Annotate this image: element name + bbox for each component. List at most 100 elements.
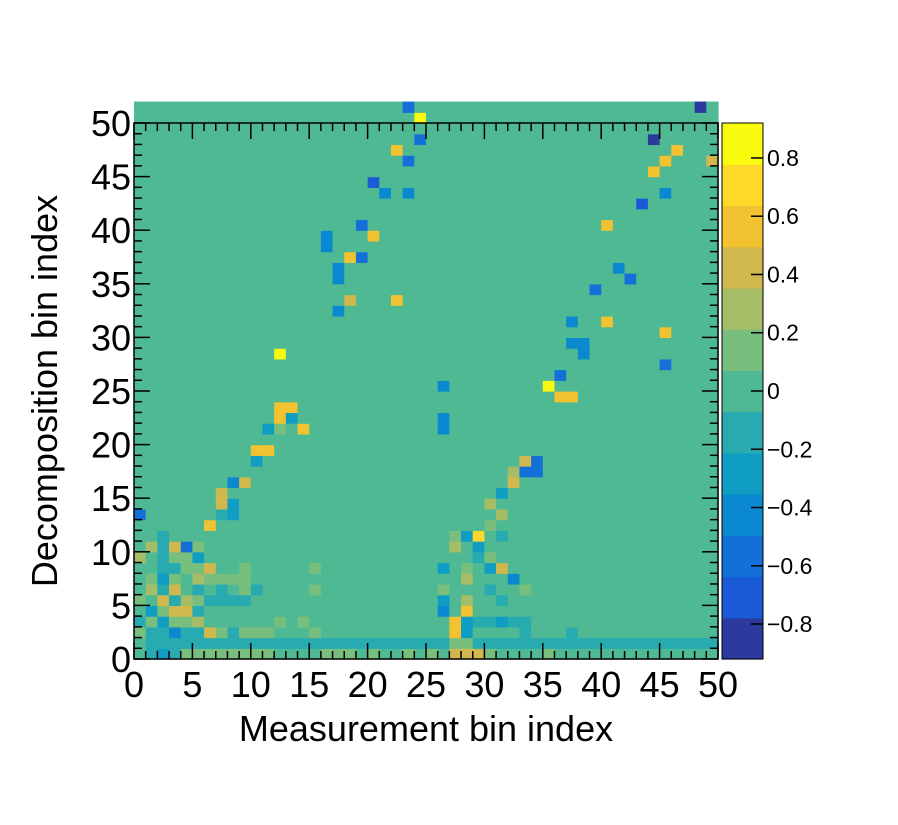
heatmap-cell: [227, 433, 240, 446]
heatmap-cell: [519, 369, 532, 381]
heatmap-cell: [577, 551, 591, 564]
heatmap-cell: [250, 348, 264, 360]
heatmap-cell: [250, 305, 264, 317]
heatmap-cell: [706, 562, 719, 574]
heatmap-cell: [496, 208, 509, 221]
heatmap-cell: [531, 101, 544, 113]
heatmap-cell: [157, 337, 170, 349]
heatmap-cell: [169, 487, 182, 499]
heatmap-cell: [472, 401, 485, 414]
heatmap-cell: [274, 230, 287, 242]
heatmap-cell: [682, 262, 696, 274]
heatmap-cell: [449, 605, 462, 617]
heatmap-cell: [320, 294, 334, 306]
heatmap-cell: [577, 144, 591, 156]
heatmap-cell: [192, 423, 205, 435]
heatmap-cell: [309, 476, 322, 489]
heatmap-cell: [484, 348, 497, 360]
heatmap-cell: [437, 305, 450, 317]
heatmap-cell: [215, 294, 229, 306]
heatmap-cell: [344, 583, 357, 596]
heatmap-cell: [250, 391, 264, 403]
heatmap-cell: [472, 240, 485, 253]
heatmap-cell: [309, 594, 322, 606]
heatmap-cell: [250, 594, 264, 606]
heatmap-cell: [461, 369, 474, 381]
heatmap-cell: [402, 262, 415, 274]
heatmap-cell: [379, 562, 392, 574]
heatmap-cell: [624, 401, 637, 414]
heatmap-cell: [367, 337, 380, 349]
heatmap-cell: [192, 165, 205, 178]
colorbar-tick-label: 0: [767, 378, 780, 404]
heatmap-cell: [134, 401, 147, 414]
heatmap-cell: [379, 101, 392, 113]
heatmap-cell: [274, 176, 287, 188]
heatmap-cell: [227, 466, 240, 478]
heatmap-cell: [285, 466, 299, 478]
heatmap-cell: [169, 412, 182, 424]
heatmap-cell: [601, 305, 614, 317]
heatmap-cell: [589, 305, 602, 317]
heatmap-cell: [647, 123, 661, 135]
heatmap-cell: [484, 251, 497, 263]
heatmap-cell: [589, 433, 602, 446]
heatmap-cell: [519, 508, 532, 521]
heatmap-cell: [309, 455, 322, 467]
heatmap-cell: [414, 519, 427, 531]
heatmap-cell: [636, 583, 649, 596]
heatmap-cell: [554, 208, 567, 221]
heatmap-cell: [204, 583, 217, 596]
heatmap-cell: [367, 551, 380, 564]
heatmap-cell: [472, 198, 485, 210]
heatmap-cell: [367, 423, 380, 435]
heatmap-cell: [320, 144, 334, 156]
heatmap-cell: [180, 444, 193, 456]
heatmap-cell: [169, 123, 182, 135]
heatmap-cell: [204, 401, 217, 414]
heatmap-cell: [320, 594, 334, 606]
heatmap-cell: [320, 380, 334, 392]
heatmap-cell: [519, 187, 532, 199]
heatmap-cell: [682, 541, 696, 553]
heatmap-cell: [367, 455, 380, 467]
heatmap-cell: [542, 498, 556, 510]
heatmap-cell: [694, 455, 707, 467]
heatmap-cell: [192, 616, 205, 628]
heatmap-cell: [227, 380, 240, 392]
heatmap-cell: [227, 273, 240, 285]
heatmap-cell: [297, 358, 310, 371]
heatmap-cell: [706, 176, 719, 188]
heatmap-cell: [531, 348, 544, 360]
heatmap-cell: [577, 466, 591, 478]
y-tick-label: 25: [91, 371, 131, 412]
heatmap-cell: [554, 315, 567, 328]
heatmap-cell: [659, 487, 672, 499]
heatmap-cell: [134, 283, 147, 296]
heatmap-cell: [437, 176, 450, 188]
heatmap-cell: [461, 283, 474, 296]
heatmap-cell: [320, 401, 334, 414]
heatmap-cell: [647, 498, 661, 510]
heatmap-cell: [390, 112, 404, 124]
heatmap-cell: [589, 487, 602, 499]
heatmap-cell: [531, 519, 544, 531]
heatmap-cell: [379, 391, 392, 403]
heatmap-cell: [682, 144, 696, 156]
heatmap-cell: [542, 412, 556, 424]
heatmap-cell: [496, 530, 509, 542]
heatmap-cell: [449, 583, 462, 596]
heatmap-cell: [507, 262, 521, 274]
heatmap-cell: [706, 112, 719, 124]
heatmap-cell: [320, 240, 334, 253]
heatmap-cell: [636, 508, 649, 521]
heatmap-cell: [589, 155, 602, 167]
heatmap-cell: [589, 294, 602, 306]
heatmap-cell: [192, 444, 205, 456]
heatmap-cell: [519, 123, 532, 135]
heatmap-cell: [169, 144, 182, 156]
heatmap-cell: [134, 369, 147, 381]
heatmap-cell: [624, 433, 637, 446]
heatmap-cell: [484, 112, 497, 124]
heatmap-cell: [589, 391, 602, 403]
